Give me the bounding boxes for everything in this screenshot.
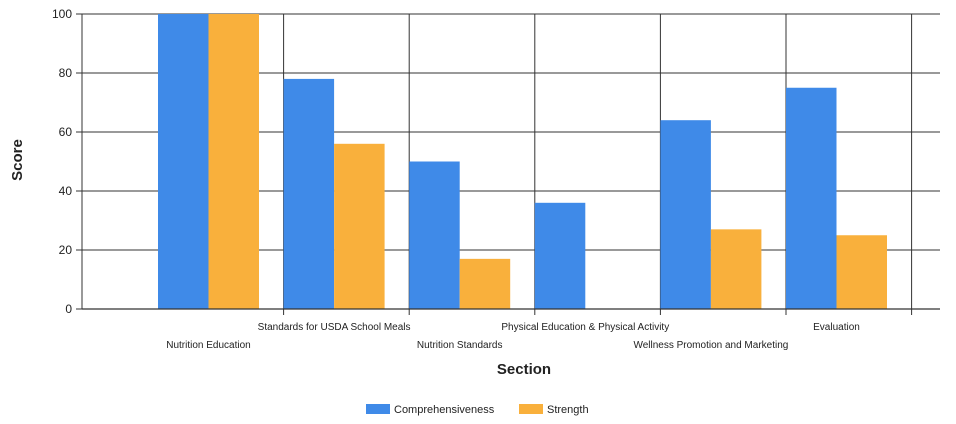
legend-swatch-strength [519,404,543,414]
bar-comprehensiveness-2 [284,79,335,309]
y-tick-label: 100 [52,7,72,21]
bar-comprehensiveness-6 [786,88,837,309]
bar-comprehensiveness-5 [660,120,711,309]
y-tick-label: 40 [59,184,73,198]
y-tick-label: 60 [59,125,73,139]
bar-strength-2 [334,144,385,309]
x-category-label: Nutrition Education [166,340,251,351]
legend-swatch-comprehensiveness [366,404,390,414]
y-tick-label: 80 [59,66,73,80]
x-category-label: Evaluation [813,322,860,333]
legend-label-strength: Strength [547,404,589,416]
bar-strength-3 [460,259,511,309]
bars [158,14,887,309]
legend-label-comprehensiveness: Comprehensiveness [394,404,495,416]
bar-strength-5 [711,229,762,309]
y-tick-label: 20 [59,243,73,257]
x-category-label: Nutrition Standards [417,340,503,351]
x-axis-title: Section [497,361,551,378]
x-category-label: Wellness Promotion and Marketing [633,340,788,351]
bar-comprehensiveness-4 [535,203,586,309]
bar-strength-1 [209,14,260,309]
x-category-label: Physical Education & Physical Activity [501,322,669,333]
legend: Comprehensiveness Strength [366,404,589,416]
y-tick-label: 0 [65,302,72,316]
y-axis-title: Score [9,139,26,181]
x-category-label: Standards for USDA School Meals [258,322,411,333]
bar-comprehensiveness-3 [409,162,460,310]
bar-comprehensiveness-1 [158,14,209,309]
bar-strength-6 [837,235,888,309]
